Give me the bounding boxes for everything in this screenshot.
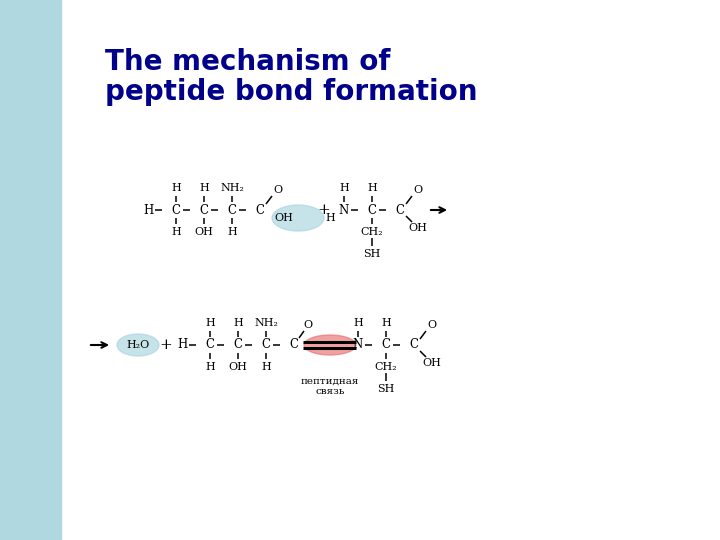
Text: +: + xyxy=(160,338,172,352)
Text: C: C xyxy=(395,204,405,217)
Text: O: O xyxy=(303,320,312,330)
Text: C: C xyxy=(199,204,209,217)
Text: OH: OH xyxy=(274,213,294,223)
Text: O: O xyxy=(413,185,423,195)
Text: SH: SH xyxy=(364,249,381,259)
Text: H₂O: H₂O xyxy=(127,340,150,350)
Text: H: H xyxy=(233,318,243,328)
Text: H: H xyxy=(381,318,391,328)
Text: H: H xyxy=(227,227,237,237)
Ellipse shape xyxy=(117,334,159,356)
Text: H: H xyxy=(339,183,349,193)
Text: H: H xyxy=(143,204,153,217)
Text: OH: OH xyxy=(228,362,248,372)
Text: OH: OH xyxy=(408,223,428,233)
Text: H: H xyxy=(177,339,187,352)
Text: NH₂: NH₂ xyxy=(220,183,244,193)
Text: SH: SH xyxy=(377,384,395,394)
Text: CH₂: CH₂ xyxy=(374,362,397,372)
Text: C: C xyxy=(256,204,264,217)
Text: H: H xyxy=(325,213,335,223)
Text: NH₂: NH₂ xyxy=(254,318,278,328)
Ellipse shape xyxy=(272,205,324,231)
Text: C: C xyxy=(261,339,271,352)
Text: N: N xyxy=(353,339,363,352)
Text: H: H xyxy=(171,183,181,193)
Text: H: H xyxy=(367,183,377,193)
Text: OH: OH xyxy=(194,227,213,237)
Ellipse shape xyxy=(304,335,356,355)
Text: C: C xyxy=(233,339,243,352)
Text: H: H xyxy=(205,362,215,372)
Text: H: H xyxy=(353,318,363,328)
Text: C: C xyxy=(228,204,236,217)
Text: O: O xyxy=(274,185,282,195)
Text: N: N xyxy=(339,204,349,217)
Text: peptide bond formation: peptide bond formation xyxy=(105,78,477,106)
Text: C: C xyxy=(289,339,299,352)
Text: пептидная
связь: пептидная связь xyxy=(301,377,359,396)
Text: C: C xyxy=(410,339,418,352)
Text: H: H xyxy=(171,227,181,237)
Text: H: H xyxy=(261,362,271,372)
Text: C: C xyxy=(382,339,390,352)
Text: OH: OH xyxy=(423,358,441,368)
Text: C: C xyxy=(171,204,181,217)
Text: H: H xyxy=(205,318,215,328)
Text: H: H xyxy=(199,183,209,193)
Text: O: O xyxy=(428,320,436,330)
Text: The mechanism of: The mechanism of xyxy=(105,48,390,76)
Text: C: C xyxy=(367,204,377,217)
Text: C: C xyxy=(205,339,215,352)
Text: +: + xyxy=(318,203,330,217)
Text: CH₂: CH₂ xyxy=(361,227,383,237)
